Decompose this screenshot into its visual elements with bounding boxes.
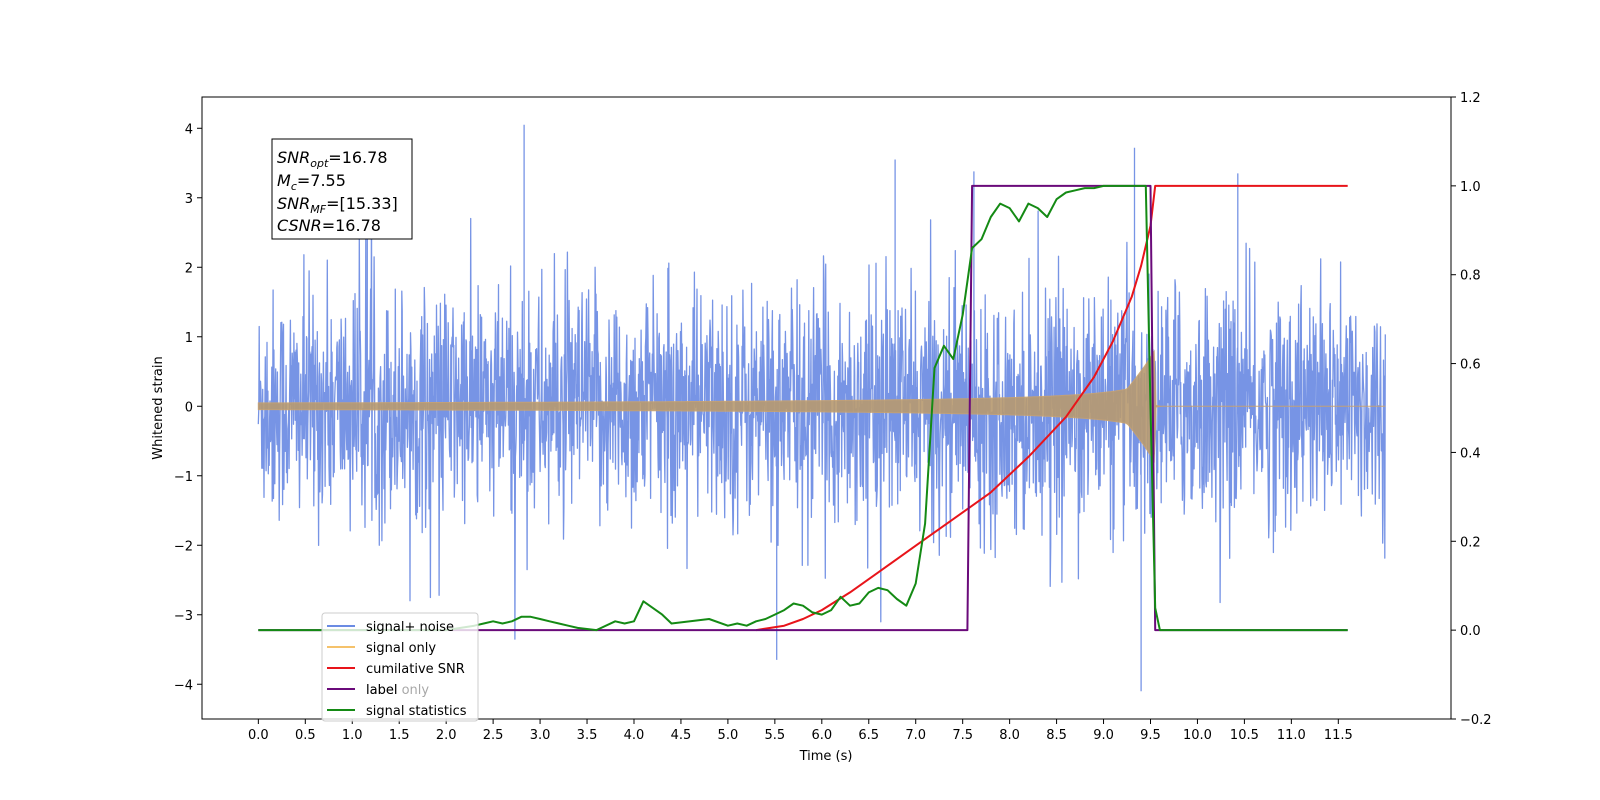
x-tick-label: 0.5 bbox=[295, 728, 316, 743]
x-tick-label: 9.5 bbox=[1140, 728, 1161, 743]
x-tick-label: 3.5 bbox=[577, 728, 598, 743]
legend-entry: signal+ noise bbox=[366, 620, 454, 635]
plot-frame bbox=[201, 96, 1452, 720]
x-tick-label: 9.0 bbox=[1093, 728, 1114, 743]
series-signal-statistics bbox=[258, 184, 1348, 632]
x-tick-label: 6.5 bbox=[858, 728, 879, 743]
y-tick-label: −4 bbox=[174, 678, 193, 693]
x-tick-label: 2.0 bbox=[436, 728, 457, 743]
x-tick-label: 1.5 bbox=[389, 728, 410, 743]
y-axis-left: 4 3 2 1 0 −1 −2 −3 −4 bbox=[174, 122, 202, 693]
y-tick-label: 0 bbox=[185, 400, 193, 415]
y-tick-label: 2 bbox=[185, 261, 193, 276]
legend-box bbox=[321, 612, 479, 722]
y-axis-right: 1.2 1.0 0.8 0.6 0.4 0.2 0.0 −0.2 bbox=[1451, 91, 1492, 728]
stat-snr-opt: SNRopt=16.78 bbox=[277, 148, 388, 170]
y2-tick-label: 0.0 bbox=[1460, 624, 1481, 639]
series-signal-plus-noise bbox=[257, 124, 1386, 692]
y2-tick-label: 0.8 bbox=[1460, 269, 1481, 284]
stats-annotation-box: SNRopt=16.78 Mc=7.55 SNRMF=[15.33] CSNR=… bbox=[271, 138, 413, 240]
series-signal-only bbox=[257, 349, 1386, 464]
x-tick-label: 7.0 bbox=[905, 728, 926, 743]
x-tick-label: 7.5 bbox=[952, 728, 973, 743]
legend-entry-hidden: label only bbox=[366, 683, 429, 698]
x-tick-label: 1.0 bbox=[342, 728, 363, 743]
x-tick-label: 8.5 bbox=[1046, 728, 1067, 743]
x-tick-label: 0.0 bbox=[248, 728, 269, 743]
x-tick-label: 2.5 bbox=[483, 728, 504, 743]
y2-tick-label: 0.4 bbox=[1460, 446, 1481, 461]
y2-tick-label: 0.6 bbox=[1460, 358, 1481, 373]
x-tick-label: 10.0 bbox=[1183, 728, 1212, 743]
y-tick-label: 1 bbox=[185, 331, 193, 346]
y-tick-label: 3 bbox=[185, 192, 193, 207]
legend-entry: label bbox=[366, 683, 397, 698]
x-tick-label: 4.5 bbox=[671, 728, 692, 743]
y-axis-label: Whitened strain bbox=[151, 356, 166, 459]
y-tick-label: −1 bbox=[174, 470, 193, 485]
x-tick-label: 4.0 bbox=[624, 728, 645, 743]
x-tick-label: 6.0 bbox=[811, 728, 832, 743]
x-tick-label: 3.0 bbox=[530, 728, 551, 743]
stat-mc: Mc=7.55 bbox=[277, 171, 346, 193]
y2-tick-label: −0.2 bbox=[1460, 713, 1492, 728]
y-tick-label: −3 bbox=[174, 609, 193, 624]
stat-snr-mf: SNRMF=[15.33] bbox=[277, 194, 398, 216]
legend-entry: cumilative SNR bbox=[366, 662, 465, 677]
y-tick-label: −2 bbox=[174, 539, 193, 554]
y-tick-label: 4 bbox=[185, 122, 193, 137]
x-tick-label: 8.0 bbox=[999, 728, 1020, 743]
y2-tick-label: 1.0 bbox=[1460, 180, 1481, 195]
legend: signal+ noise signal only cumilative SNR la… bbox=[321, 612, 479, 722]
x-tick-label: 5.5 bbox=[765, 728, 786, 743]
legend-entry: signal statistics bbox=[366, 704, 467, 719]
x-tick-label: 5.0 bbox=[718, 728, 739, 743]
x-axis-label: Time (s) bbox=[799, 749, 853, 764]
stat-csnr: CSNR=16.78 bbox=[277, 216, 381, 235]
y2-tick-label: 1.2 bbox=[1460, 91, 1481, 106]
y2-tick-label: 0.2 bbox=[1460, 535, 1481, 550]
legend-entry: signal only bbox=[366, 641, 436, 656]
x-tick-label: 11.0 bbox=[1277, 728, 1306, 743]
x-tick-label: 11.5 bbox=[1324, 728, 1353, 743]
x-tick-label: 10.5 bbox=[1230, 728, 1259, 743]
